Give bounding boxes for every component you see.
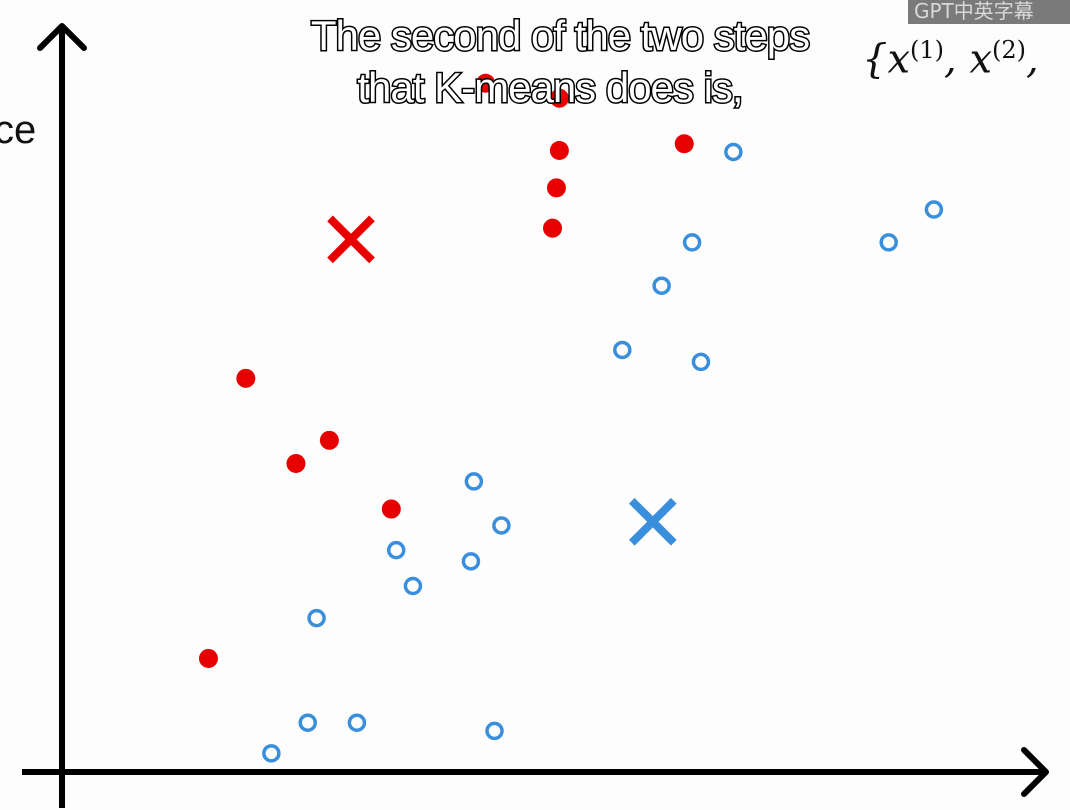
red-centroid-x bbox=[327, 215, 375, 264]
red-data-point bbox=[381, 499, 401, 519]
caption-line-1: The second of the two steps bbox=[309, 11, 811, 61]
centroids bbox=[327, 215, 677, 546]
x-axis-arrowhead bbox=[1021, 747, 1049, 797]
blue-data-point bbox=[464, 472, 484, 491]
blue-data-point bbox=[691, 352, 711, 372]
blue-centroid-x bbox=[628, 497, 677, 546]
blue-data-point bbox=[485, 721, 504, 741]
centroid-stroke bbox=[628, 497, 677, 546]
watermark: GPT中英字幕 bbox=[908, 0, 1070, 24]
blue-data-point bbox=[613, 340, 632, 360]
axes bbox=[22, 23, 1049, 808]
red-data-point bbox=[236, 368, 256, 388]
blue-data-point bbox=[924, 200, 944, 219]
blue-data-point bbox=[386, 540, 406, 560]
centroid-stroke bbox=[327, 215, 375, 264]
blue-data-point bbox=[492, 516, 511, 535]
blue-data-point bbox=[461, 552, 481, 571]
blue-data-point bbox=[403, 576, 423, 596]
blue-data-point bbox=[298, 713, 317, 732]
blue-data-point bbox=[652, 276, 671, 295]
y-axis-arrowhead bbox=[37, 23, 87, 51]
caption-line-2: that K-means does is, bbox=[356, 63, 745, 113]
clipped-axis-label: ce bbox=[0, 108, 37, 152]
data-points bbox=[198, 73, 944, 763]
blue-data-point bbox=[347, 713, 367, 732]
blue-data-point bbox=[879, 233, 898, 252]
red-data-point bbox=[549, 140, 569, 160]
red-data-point bbox=[319, 430, 339, 450]
red-data-point bbox=[286, 453, 306, 473]
blue-data-point bbox=[262, 744, 281, 763]
blue-data-point bbox=[724, 142, 743, 162]
red-data-point bbox=[476, 73, 496, 93]
red-data-point bbox=[546, 178, 566, 198]
red-data-point bbox=[543, 218, 563, 238]
red-data-point bbox=[674, 134, 694, 154]
math-notation: {x(1), x(2), bbox=[862, 36, 1039, 83]
red-data-point bbox=[549, 88, 569, 108]
blue-data-point bbox=[682, 233, 702, 252]
blue-data-point bbox=[307, 608, 326, 628]
red-data-point bbox=[198, 648, 218, 668]
